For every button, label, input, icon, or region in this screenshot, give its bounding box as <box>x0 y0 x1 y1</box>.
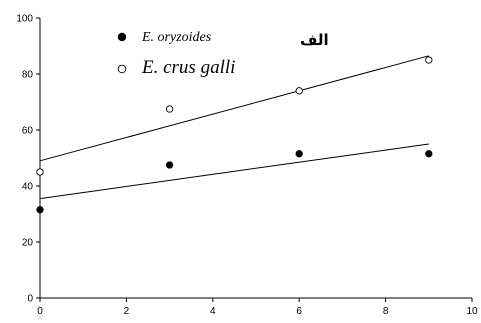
filled-point <box>36 206 44 214</box>
legend-open-marker <box>117 64 127 74</box>
legend-label: E. crus galli <box>141 57 235 78</box>
panel-label: الف <box>300 31 329 49</box>
filled-point <box>165 161 174 169</box>
trendline-series-2 <box>39 55 429 162</box>
x-tick-label: 8 <box>383 306 389 317</box>
trendlines <box>39 55 429 200</box>
y-tick-label: 20 <box>22 238 34 249</box>
data-points <box>36 56 433 214</box>
legend: E. oryzoides E. crus galli <box>117 30 235 78</box>
y-tick-label: 60 <box>22 126 34 137</box>
y-tick-label: 80 <box>22 70 34 81</box>
open-point <box>36 168 44 176</box>
y-tick-label: 100 <box>16 14 33 25</box>
y-tick-label: 0 <box>27 294 33 305</box>
open-point <box>295 87 303 95</box>
x-tick-label: 0 <box>37 306 43 317</box>
legend-label: E. oryzoides <box>141 30 212 45</box>
x-tick-label: 10 <box>466 306 478 317</box>
filled-point <box>295 150 303 158</box>
filled-point <box>425 150 433 158</box>
open-point <box>425 56 433 64</box>
x-tick-label: 6 <box>296 306 302 317</box>
legend-filled-marker <box>117 32 127 42</box>
y-tick-label: 40 <box>22 182 34 193</box>
x-tick-label: 2 <box>124 306 130 317</box>
open-point <box>165 105 174 113</box>
trendline-series-1 <box>39 143 429 200</box>
x-tick-label: 4 <box>210 306 216 317</box>
